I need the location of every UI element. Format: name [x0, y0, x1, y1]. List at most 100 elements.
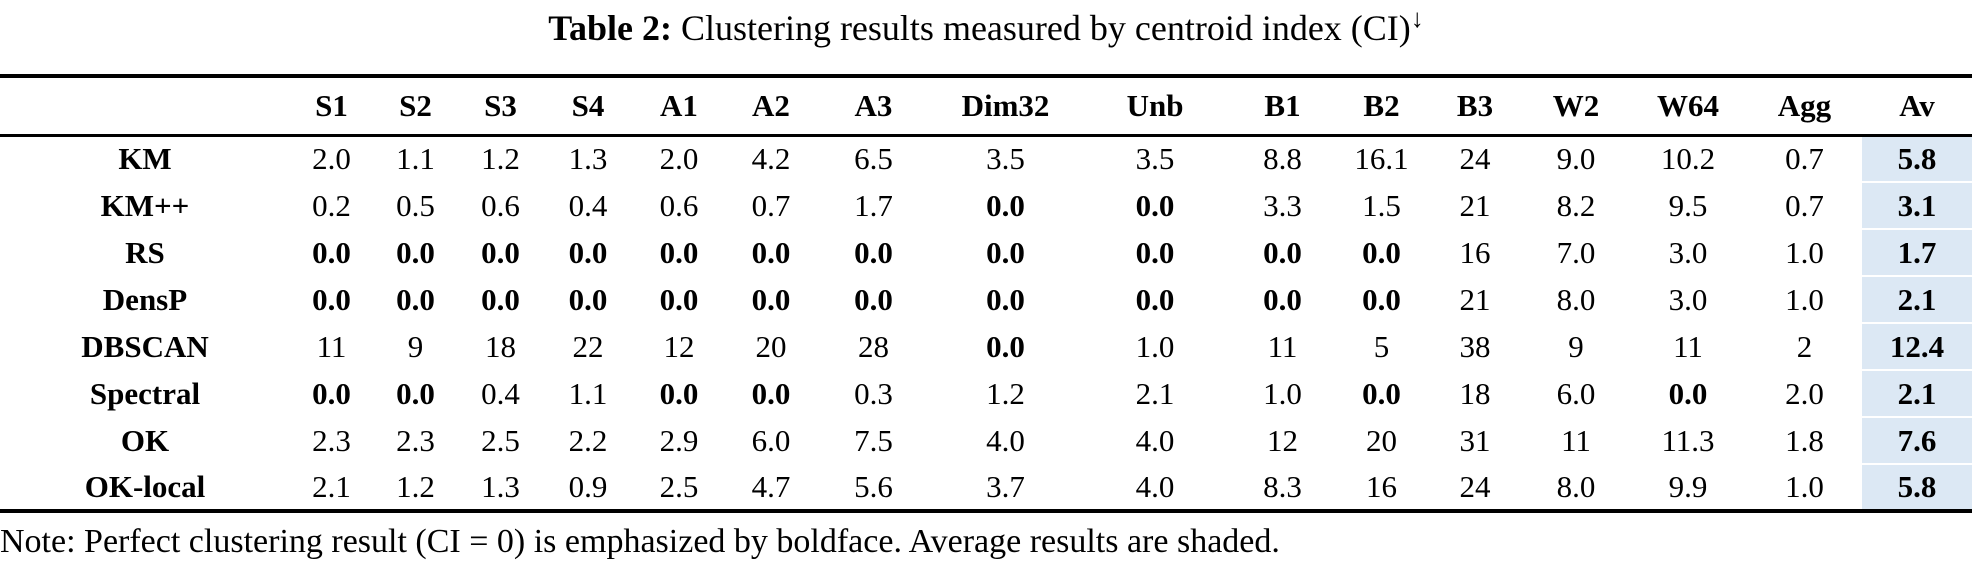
table-cell: 0.0	[659, 234, 699, 270]
table-cell: 0.0	[312, 281, 351, 317]
table-cell: 1.8	[1785, 422, 1824, 458]
table-cell: 0.4	[481, 375, 520, 411]
table-cell: 8.8	[1263, 141, 1302, 177]
row-label: DensP	[102, 281, 188, 317]
column-header-w2: W2	[1523, 76, 1629, 137]
table-cell: 9	[1568, 328, 1584, 364]
table-cell: 3.0	[1668, 234, 1708, 270]
table-cell: 4.0	[1135, 422, 1175, 458]
table-cell: 4.7	[751, 468, 791, 504]
table-cell: 8.3	[1263, 468, 1302, 504]
table-cell: 0.6	[481, 187, 520, 223]
table-cell: 1.3	[481, 468, 520, 504]
table-cell: 0.0	[396, 375, 435, 411]
table-cell: 8.2	[1556, 187, 1596, 223]
table-cell: 8.0	[1556, 281, 1596, 317]
table-cell: 1.1	[396, 141, 435, 177]
table-header-row: S1 S2 S3 S4 A1 A2 A3 Dim32 Unb B1 B2 B3 W2 W64 Agg Av	[0, 76, 1972, 137]
table-cell: 21	[1459, 187, 1491, 223]
table-cell: 11	[1561, 422, 1591, 458]
table-row: Spectral 0.0 0.0 0.4 1.1 0.0 0.0 0.3 1.2 2.1 1.0 0.…	[0, 369, 1972, 418]
table-cell: 0.0	[751, 281, 791, 317]
table-cell: 2.0	[312, 141, 351, 177]
table-cell: 1.2	[481, 141, 520, 177]
average-cell: 3.1	[1862, 181, 1972, 230]
table-cell: 3.0	[1668, 281, 1708, 317]
table-cell: 4.0	[986, 422, 1025, 458]
column-header-a1: A1	[633, 76, 725, 137]
average-cell: 5.8	[1862, 134, 1972, 183]
table-cell: 6.0	[1556, 375, 1596, 411]
table-cell: 0.4	[568, 187, 608, 223]
table-cell: 0.0	[659, 375, 699, 411]
table-cell: 0.0	[1362, 375, 1401, 411]
table-cell: 11	[1673, 328, 1703, 364]
average-cell: 2.1	[1862, 275, 1972, 324]
table-cell: 0.7	[1785, 187, 1824, 223]
table-cell: 9.0	[1556, 141, 1596, 177]
table-cell: 1.2	[396, 468, 435, 504]
table-cell: 1.5	[1362, 187, 1401, 223]
table-cell: 0.0	[1668, 375, 1708, 411]
table-cell: 0.0	[1263, 234, 1302, 270]
row-label: RS	[125, 234, 165, 270]
table-cell: 5.6	[854, 468, 893, 504]
table-cell: 20	[755, 328, 787, 364]
table-cell: 12	[1267, 422, 1298, 458]
table-cell: 21	[1459, 281, 1491, 317]
table-cell: 0.7	[1785, 141, 1824, 177]
table-cell: 0.0	[312, 375, 351, 411]
table-row: KM 2.0 1.1 1.2 1.3 2.0 4.2 6.5 3.5 3.5 8.8 16.1 24 9.…	[0, 134, 1972, 183]
table-cell: 18	[485, 328, 516, 364]
row-label: OK-local	[84, 468, 206, 504]
table-cell: 11.3	[1661, 422, 1715, 458]
column-header-av: Av	[1862, 76, 1972, 137]
table-cell: 2.3	[396, 422, 435, 458]
table-cell: 0.2	[312, 187, 351, 223]
table-cell: 0.0	[1135, 187, 1175, 223]
table-cell: 6.5	[854, 141, 893, 177]
column-header-agg: Agg	[1747, 76, 1862, 137]
table-cell: 12	[663, 328, 695, 364]
table-cell: 1.0	[1785, 234, 1824, 270]
table-cell: 2.5	[481, 422, 520, 458]
table-cell: 0.0	[1135, 281, 1175, 317]
table-cell: 22	[572, 328, 604, 364]
table-cell: 0.0	[396, 281, 435, 317]
table-cell: 3.5	[986, 141, 1025, 177]
table-cell: 1.0	[1785, 468, 1824, 504]
table-cell: 9.9	[1668, 468, 1708, 504]
column-header-dim32: Dim32	[930, 76, 1081, 137]
table-cell: 0.6	[659, 187, 699, 223]
table-cell: 0.0	[312, 234, 351, 270]
table-note: Note: Perfect clustering result (CI = 0)…	[0, 523, 1280, 560]
table-cell: 7.5	[854, 422, 893, 458]
table-row: DBSCAN 11 9 18 22 12 20 28 0.0 1.0 11 5 38 9 11 2 12.4	[0, 322, 1972, 371]
table-cell: 10.2	[1660, 141, 1716, 177]
row-label-header	[0, 76, 290, 137]
table-cell: 1.0	[1263, 375, 1302, 411]
table-cell: 3.3	[1263, 187, 1302, 223]
table-cell: 24	[1459, 468, 1491, 504]
table-cell: 2.1	[312, 468, 351, 504]
table-cell: 16	[1366, 468, 1397, 504]
table-cell: 0.0	[986, 234, 1025, 270]
table-cell: 16	[1459, 234, 1491, 270]
table-cell: 2.3	[312, 422, 351, 458]
table-cell: 0.0	[568, 281, 608, 317]
table-cell: 28	[858, 328, 889, 364]
table-cell: 2.0	[1785, 375, 1824, 411]
table-cell: 11	[316, 328, 347, 364]
table-row: DensP 0.0 0.0 0.0 0.0 0.0 0.0 0.0 0.0 0.0 0.0 0.0 21…	[0, 275, 1972, 324]
table-cell: 11	[1267, 328, 1298, 364]
table-cell: 0.5	[396, 187, 435, 223]
table-cell: 0.0	[659, 281, 699, 317]
table-cell: 0.9	[568, 468, 608, 504]
table-cell: 8.0	[1556, 468, 1596, 504]
table-cell: 9	[407, 328, 424, 364]
table-cell: 4.2	[751, 141, 791, 177]
table-cell: 2.0	[659, 141, 699, 177]
table-cell: 0.0	[854, 281, 893, 317]
table-cell: 16.1	[1354, 141, 1409, 177]
column-header-s4: S4	[543, 76, 633, 137]
